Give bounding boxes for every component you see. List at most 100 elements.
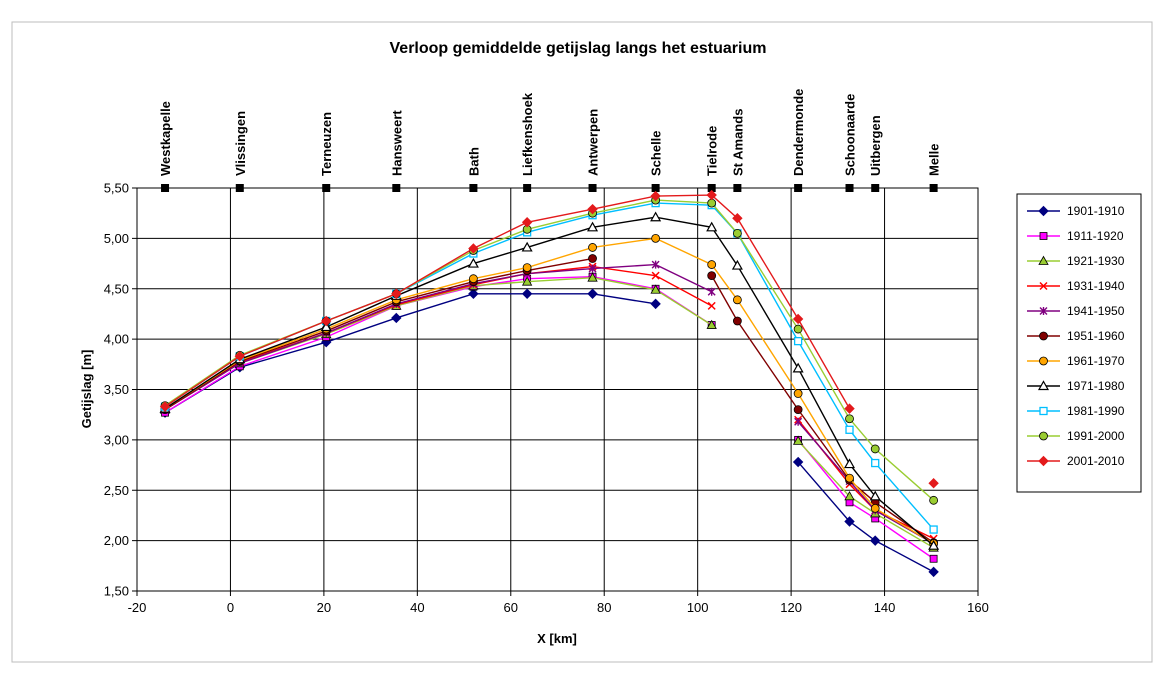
data-point xyxy=(588,254,597,263)
legend-entries: 1901-1910 1911-1920 1921-1930 1931-1940 1941… xyxy=(1027,204,1125,468)
data-point xyxy=(793,405,803,415)
y-tick-label: 5,00 xyxy=(104,231,129,246)
data-point xyxy=(928,539,940,550)
data-point xyxy=(650,211,662,222)
series-layer xyxy=(159,189,940,578)
legend-marker xyxy=(1039,406,1048,416)
data-point xyxy=(588,264,597,273)
legend-marker xyxy=(1037,380,1050,391)
y-tick-label: 2,00 xyxy=(104,533,129,548)
data-point xyxy=(706,319,717,329)
series-line xyxy=(797,421,934,545)
x-tick-label: 20 xyxy=(317,600,331,615)
station-label: Tielrode xyxy=(705,126,720,176)
data-point xyxy=(234,351,245,362)
station-marker xyxy=(733,184,742,192)
station-label: Westkapelle xyxy=(158,101,173,176)
data-point xyxy=(650,298,661,310)
station-label: Melle xyxy=(927,143,942,176)
data-point xyxy=(650,284,661,294)
data-point xyxy=(929,525,938,534)
data-point xyxy=(706,189,717,201)
data-point xyxy=(587,221,599,232)
data-point xyxy=(707,301,716,310)
station-label: Uitbergen xyxy=(868,115,883,176)
series-line xyxy=(164,216,935,547)
data-point xyxy=(929,495,939,505)
data-point xyxy=(792,435,804,445)
x-tick-label: 160 xyxy=(967,600,989,615)
station-markers: Westkapelle Vlissingen Terneuzen Hansweert B… xyxy=(158,89,942,192)
legend-marker xyxy=(1039,281,1048,291)
station-marker xyxy=(707,184,716,192)
data-point xyxy=(928,566,939,578)
station-marker xyxy=(845,184,854,192)
station-label: St Amands xyxy=(730,109,745,176)
data-point xyxy=(843,458,856,469)
station-marker xyxy=(929,184,938,192)
station-label: Schelle xyxy=(649,130,664,176)
series-line xyxy=(711,275,935,544)
x-tick-label: 80 xyxy=(597,600,611,615)
data-point xyxy=(521,241,533,252)
data-point xyxy=(588,243,597,252)
data-point xyxy=(732,295,742,305)
data-point xyxy=(845,473,854,483)
data-point xyxy=(793,324,803,334)
data-point xyxy=(320,321,332,332)
data-point xyxy=(521,217,533,228)
series-line xyxy=(164,194,851,409)
data-point xyxy=(587,288,598,299)
series-2001-2010 xyxy=(159,189,939,489)
data-point xyxy=(706,221,718,232)
data-point xyxy=(321,315,332,327)
data-point xyxy=(928,477,939,489)
legend-entry: 1951-1960 xyxy=(1027,329,1125,343)
series-line xyxy=(164,293,656,414)
station-marker xyxy=(651,184,660,192)
x-tick-label: 120 xyxy=(780,600,802,615)
data-point xyxy=(844,490,855,501)
legend-marker xyxy=(1039,232,1048,240)
data-point xyxy=(468,243,479,254)
data-point xyxy=(731,259,743,270)
station-marker xyxy=(161,184,170,192)
legend-entry: 1961-1970 xyxy=(1027,354,1125,368)
data-point xyxy=(521,288,533,299)
data-point xyxy=(870,444,880,454)
data-point xyxy=(792,362,804,373)
station-marker xyxy=(523,184,532,192)
legend-label: 1941-1950 xyxy=(1067,304,1125,318)
data-point xyxy=(732,316,742,326)
data-point xyxy=(845,425,854,434)
data-point xyxy=(929,554,938,563)
x-tick-label: 40 xyxy=(410,600,424,615)
data-point xyxy=(159,401,171,412)
x-tick-label: 140 xyxy=(874,600,896,615)
data-point xyxy=(794,417,803,426)
data-point xyxy=(732,213,743,224)
legend-entry: 2001-2010 xyxy=(1027,454,1125,468)
data-point xyxy=(793,336,803,346)
data-point xyxy=(651,271,660,280)
data-point xyxy=(707,287,716,296)
y-tick-label: 1,50 xyxy=(104,584,129,599)
station-marker xyxy=(794,184,803,192)
series-line xyxy=(797,439,935,560)
series-line xyxy=(164,237,934,545)
data-point xyxy=(707,198,717,208)
data-point xyxy=(844,403,855,414)
legend-entry: 1941-1950 xyxy=(1027,304,1125,318)
x-tick-label: 0 xyxy=(227,600,234,615)
legend-marker xyxy=(1038,205,1049,217)
y-tick-label: 4,50 xyxy=(104,281,129,296)
station-label: Hansweert xyxy=(389,110,404,176)
data-point xyxy=(870,503,880,513)
data-point xyxy=(587,203,598,215)
legend-marker xyxy=(1038,455,1049,467)
x-axis-ticks: -20 0 20 40 60 80 100 120 140 160 xyxy=(128,591,989,615)
legend-label: 1911-1920 xyxy=(1067,229,1124,243)
y-tick-label: 3,50 xyxy=(104,382,129,397)
legend-marker xyxy=(1039,431,1048,441)
legend-label: 1971-1980 xyxy=(1067,379,1125,393)
